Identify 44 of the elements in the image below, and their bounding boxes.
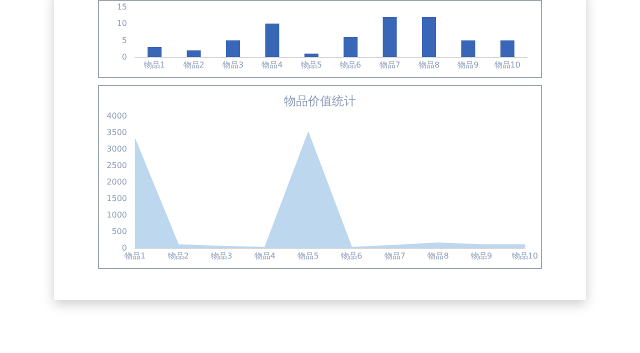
x-tick-label: 物品1 — [144, 60, 166, 70]
x-tick-label: 物品4 — [262, 60, 283, 70]
y-tick-label: 15 — [116, 2, 127, 12]
x-tick-label: 物品3 — [222, 60, 244, 70]
x-tick-label: 物品6 — [340, 60, 362, 70]
bar — [304, 54, 318, 57]
x-tick-label: 物品4 — [254, 252, 276, 260]
y-tick-label: 1500 — [106, 194, 127, 203]
x-tick-label: 物品5 — [300, 60, 322, 70]
x-tick-label: 物品2 — [168, 252, 189, 260]
bar — [265, 24, 280, 57]
x-tick-label: 物品9 — [458, 60, 479, 70]
x-tick-label: 物品7 — [384, 252, 406, 260]
y-tick-label: 10 — [116, 19, 127, 28]
y-tick-label: 2500 — [106, 161, 127, 170]
x-tick-label: 物品3 — [211, 252, 232, 260]
x-tick-label: 物品5 — [298, 252, 319, 260]
bar — [148, 47, 162, 57]
y-tick-label: 1000 — [106, 210, 127, 220]
x-tick-label: 物品8 — [418, 60, 440, 70]
bar — [500, 40, 514, 57]
y-tick-label: 3000 — [106, 144, 127, 154]
bar — [226, 40, 240, 57]
x-tick-label: 物品6 — [341, 252, 362, 260]
bar — [422, 17, 436, 57]
x-tick-label: 物品1 — [124, 252, 146, 260]
y-tick-label: 0 — [122, 52, 127, 62]
bar — [344, 37, 358, 57]
bar — [186, 50, 201, 57]
y-tick-label: 5 — [122, 36, 127, 45]
x-tick-label: 物品10 — [494, 60, 520, 70]
bar — [461, 40, 476, 57]
x-tick-label: 物品2 — [183, 60, 204, 70]
chart-title: 物品价值统计 — [284, 94, 356, 108]
y-tick-label: 3500 — [106, 128, 127, 137]
y-tick-label: 4000 — [106, 112, 127, 120]
bar — [382, 17, 397, 57]
y-tick-label: 2000 — [106, 178, 127, 186]
y-tick-label: 500 — [112, 227, 127, 236]
y-tick-label: 0 — [122, 244, 127, 252]
x-tick-label: 物品10 — [512, 252, 538, 260]
x-tick-label: 物品8 — [428, 252, 449, 260]
x-tick-label: 物品7 — [379, 60, 400, 70]
x-tick-label: 物品9 — [471, 252, 492, 260]
